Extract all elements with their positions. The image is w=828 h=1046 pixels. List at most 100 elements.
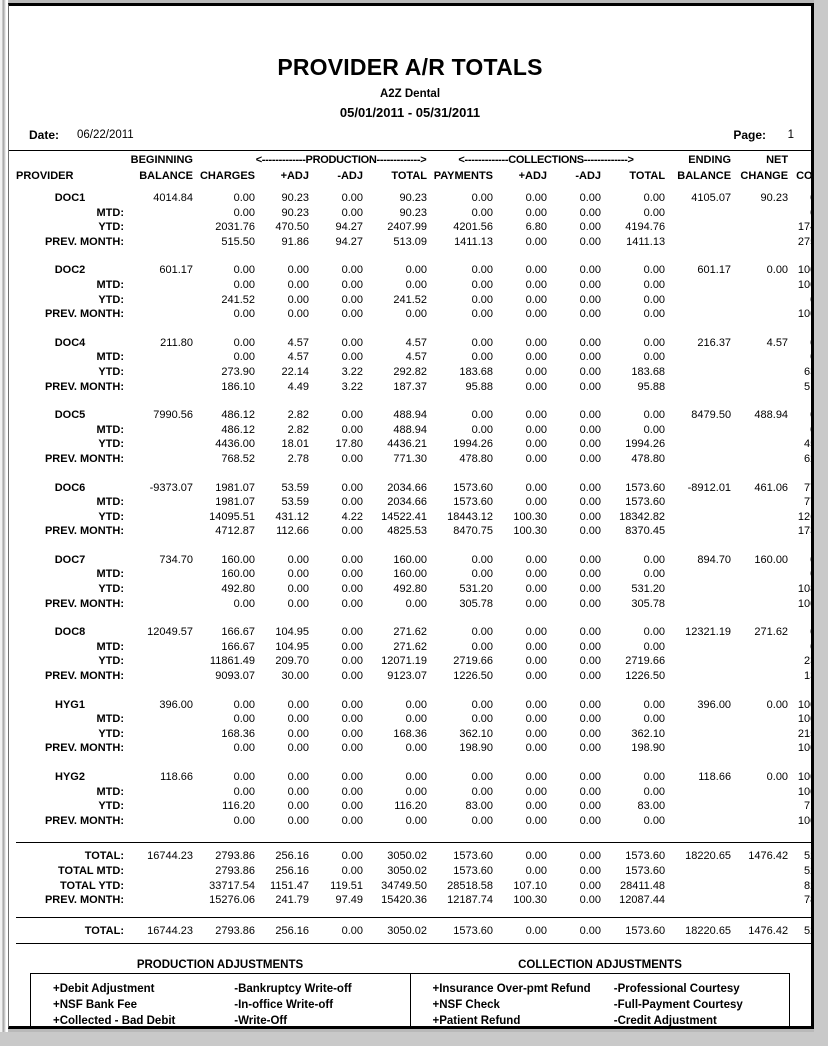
cell-coll-total: 1573.60 bbox=[625, 924, 666, 937]
cell-coll-madj: 0.00 bbox=[579, 365, 602, 378]
cell-coll-padj: 6.80 bbox=[525, 221, 548, 234]
cell-prod-madj: 0.00 bbox=[341, 713, 363, 726]
cell-charges: 33717.54 bbox=[209, 879, 255, 892]
cell-prod-madj: 0.00 bbox=[341, 351, 363, 364]
cell-pct-coll: 100% bbox=[797, 771, 811, 783]
cell-prod-total: 4825.53 bbox=[387, 525, 428, 538]
row-label: MTD: bbox=[96, 206, 125, 219]
row-label: PREV. MONTH: bbox=[44, 670, 124, 683]
cell-coll-total: 1573.60 bbox=[625, 481, 666, 494]
cell-charges: 14095.51 bbox=[209, 510, 255, 523]
cell-beg-balance: 12049.57 bbox=[147, 626, 193, 639]
cell-coll-total: 183.68 bbox=[631, 365, 666, 378]
collection-adjustments-col1: +Insurance Over-pmt Refund +NSF Check +Pat… bbox=[411, 982, 608, 1026]
cell-charges: 0.00 bbox=[233, 771, 255, 783]
cell-prod-total: 0.00 bbox=[405, 308, 428, 321]
col-net-change: CHANGE bbox=[740, 170, 789, 182]
date-page-line: Date: 06/22/2011 Page: 1 bbox=[9, 126, 811, 146]
cell-coll-total: 83.00 bbox=[637, 800, 666, 813]
cell-beg-balance bbox=[124, 206, 193, 221]
cell-charges: 486.12 bbox=[221, 423, 255, 436]
cell-prod-padj: 0.00 bbox=[287, 293, 309, 306]
row-label: PREV. MONTH: bbox=[44, 742, 124, 755]
cell-charges: 0.00 bbox=[233, 597, 255, 610]
provider-row-hyg1: PREV. MONTH: 0.00 0.00 0.00 0.00 198.90 0.00 0.… bbox=[16, 741, 811, 756]
cell-net-change: 160.00 bbox=[754, 553, 789, 566]
cell-coll-padj: 100.30 bbox=[513, 510, 548, 523]
cell-coll-total: 0.00 bbox=[643, 640, 666, 653]
row-label: PREV. MONTH: bbox=[44, 597, 124, 610]
row-label: YTD: bbox=[98, 727, 124, 740]
row-label: YTD: bbox=[98, 583, 124, 596]
cell-coll-total: 0.00 bbox=[643, 423, 666, 436]
row-label: MTD: bbox=[96, 785, 125, 798]
cell-charges: 0.00 bbox=[233, 698, 255, 711]
cell-coll-total: 0.00 bbox=[643, 785, 666, 798]
grand-total-separator-bottom bbox=[16, 943, 811, 946]
col-charges: CHARGES bbox=[199, 170, 255, 182]
cell-prod-madj: 0.00 bbox=[341, 864, 363, 877]
cell-prod-total: 160.00 bbox=[393, 553, 428, 566]
cell-prod-total: 292.82 bbox=[393, 365, 428, 378]
cell-coll-padj: 0.00 bbox=[525, 452, 548, 465]
cell-coll-padj: 0.00 bbox=[525, 278, 548, 291]
cell-net-change bbox=[731, 293, 788, 308]
cell-coll-total: 8370.45 bbox=[625, 525, 666, 538]
date-label: Date: bbox=[29, 128, 60, 142]
cell-prod-madj: 0.00 bbox=[341, 553, 363, 566]
cell-prod-total: 90.23 bbox=[399, 192, 428, 204]
cell-coll-padj: 0.00 bbox=[525, 924, 548, 937]
cell-coll-total: 478.80 bbox=[631, 452, 666, 465]
cell-end-balance bbox=[665, 293, 731, 308]
provider-row-doc7: YTD: 492.80 0.00 0.00 492.80 531.20 0.00 0.00 53… bbox=[16, 582, 811, 597]
cell-coll-total: 198.90 bbox=[631, 742, 666, 755]
cell-coll-madj: 0.00 bbox=[579, 568, 602, 581]
cell-coll-madj: 0.00 bbox=[579, 800, 602, 813]
provider-block-spacer bbox=[16, 684, 811, 698]
provider-row-doc6: MTD: 1981.07 53.59 0.00 2034.66 1573.60 0.00 0.… bbox=[16, 495, 812, 510]
provider-row-doc2: DOC2 601.17 0.00 0.00 0.00 0.00 0.00 0.00 0.00 0.… bbox=[16, 263, 811, 278]
cell-end-balance: 216.37 bbox=[697, 336, 732, 349]
cell-payments: 0.00 bbox=[471, 814, 494, 827]
cell-coll-padj: 0.00 bbox=[525, 640, 548, 653]
cell-coll-madj: 0.00 bbox=[579, 293, 602, 306]
cell-prod-total: 0.00 bbox=[405, 264, 428, 277]
cell-charges: 116.20 bbox=[222, 800, 255, 813]
cell-end-balance: 12321.19 bbox=[685, 626, 732, 639]
totals-row: TOTAL MTD: 2793.86 256.16 0.00 3050.02 1573.6… bbox=[16, 864, 811, 879]
row-label: YTD: bbox=[98, 655, 124, 668]
provider-row-hyg2: PREV. MONTH: 0.00 0.00 0.00 0.00 0.00 0.00 0.00… bbox=[16, 814, 811, 829]
cell-prod-padj: 90.23 bbox=[281, 192, 309, 204]
row-label: MTD: bbox=[96, 640, 125, 653]
cell-charges: 0.00 bbox=[233, 308, 255, 321]
cell-prod-padj: 0.00 bbox=[287, 568, 309, 581]
cell-coll-madj: 0.00 bbox=[579, 850, 602, 863]
cell-pct-coll: 100% bbox=[797, 713, 811, 726]
cell-beg-balance bbox=[124, 582, 193, 597]
cell-coll-total: 2719.66 bbox=[625, 655, 666, 668]
cell-prod-madj: 0.00 bbox=[341, 626, 363, 639]
cell-payments: 28518.58 bbox=[447, 879, 494, 892]
cell-end-balance: 118.66 bbox=[698, 771, 732, 783]
cell-charges: 273.90 bbox=[221, 365, 255, 378]
row-label: PREV. MONTH: bbox=[44, 525, 124, 538]
provider-row-hyg2: HYG2 118.66 0.00 0.00 0.00 0.00 0.00 0.00 0.00 0.… bbox=[16, 770, 811, 785]
cell-pct-coll: 100% bbox=[797, 597, 811, 610]
cell-pct-coll: 0% bbox=[788, 350, 811, 365]
cell-pct-coll: 23% bbox=[804, 655, 811, 668]
cell-coll-padj: 0.00 bbox=[525, 670, 548, 683]
row-label: TOTAL: bbox=[84, 850, 124, 863]
cell-end-balance bbox=[665, 799, 731, 814]
cell-coll-padj: 0.00 bbox=[525, 336, 548, 349]
provider-row-doc8: PREV. MONTH: 9093.07 30.00 0.00 9123.07 1226.… bbox=[16, 669, 811, 684]
provider-row-doc5: YTD: 4436.00 18.01 17.80 4436.21 1994.26 0.00 0… bbox=[16, 437, 811, 452]
provider-row-doc7: DOC7 734.70 160.00 0.00 0.00 160.00 0.00 0.00 0.… bbox=[16, 553, 811, 568]
totals-row: PREV. MONTH: 15276.06 241.79 97.49 15420.36 1… bbox=[16, 893, 811, 908]
cell-beg-balance bbox=[124, 380, 193, 395]
cell-beg-balance bbox=[124, 293, 193, 308]
cell-net-change bbox=[731, 495, 788, 510]
cell-end-balance: 601.17 bbox=[697, 264, 732, 277]
cell-beg-balance bbox=[124, 799, 193, 814]
cell-payments: 1573.60 bbox=[453, 850, 494, 863]
cell-net-change bbox=[731, 640, 788, 655]
